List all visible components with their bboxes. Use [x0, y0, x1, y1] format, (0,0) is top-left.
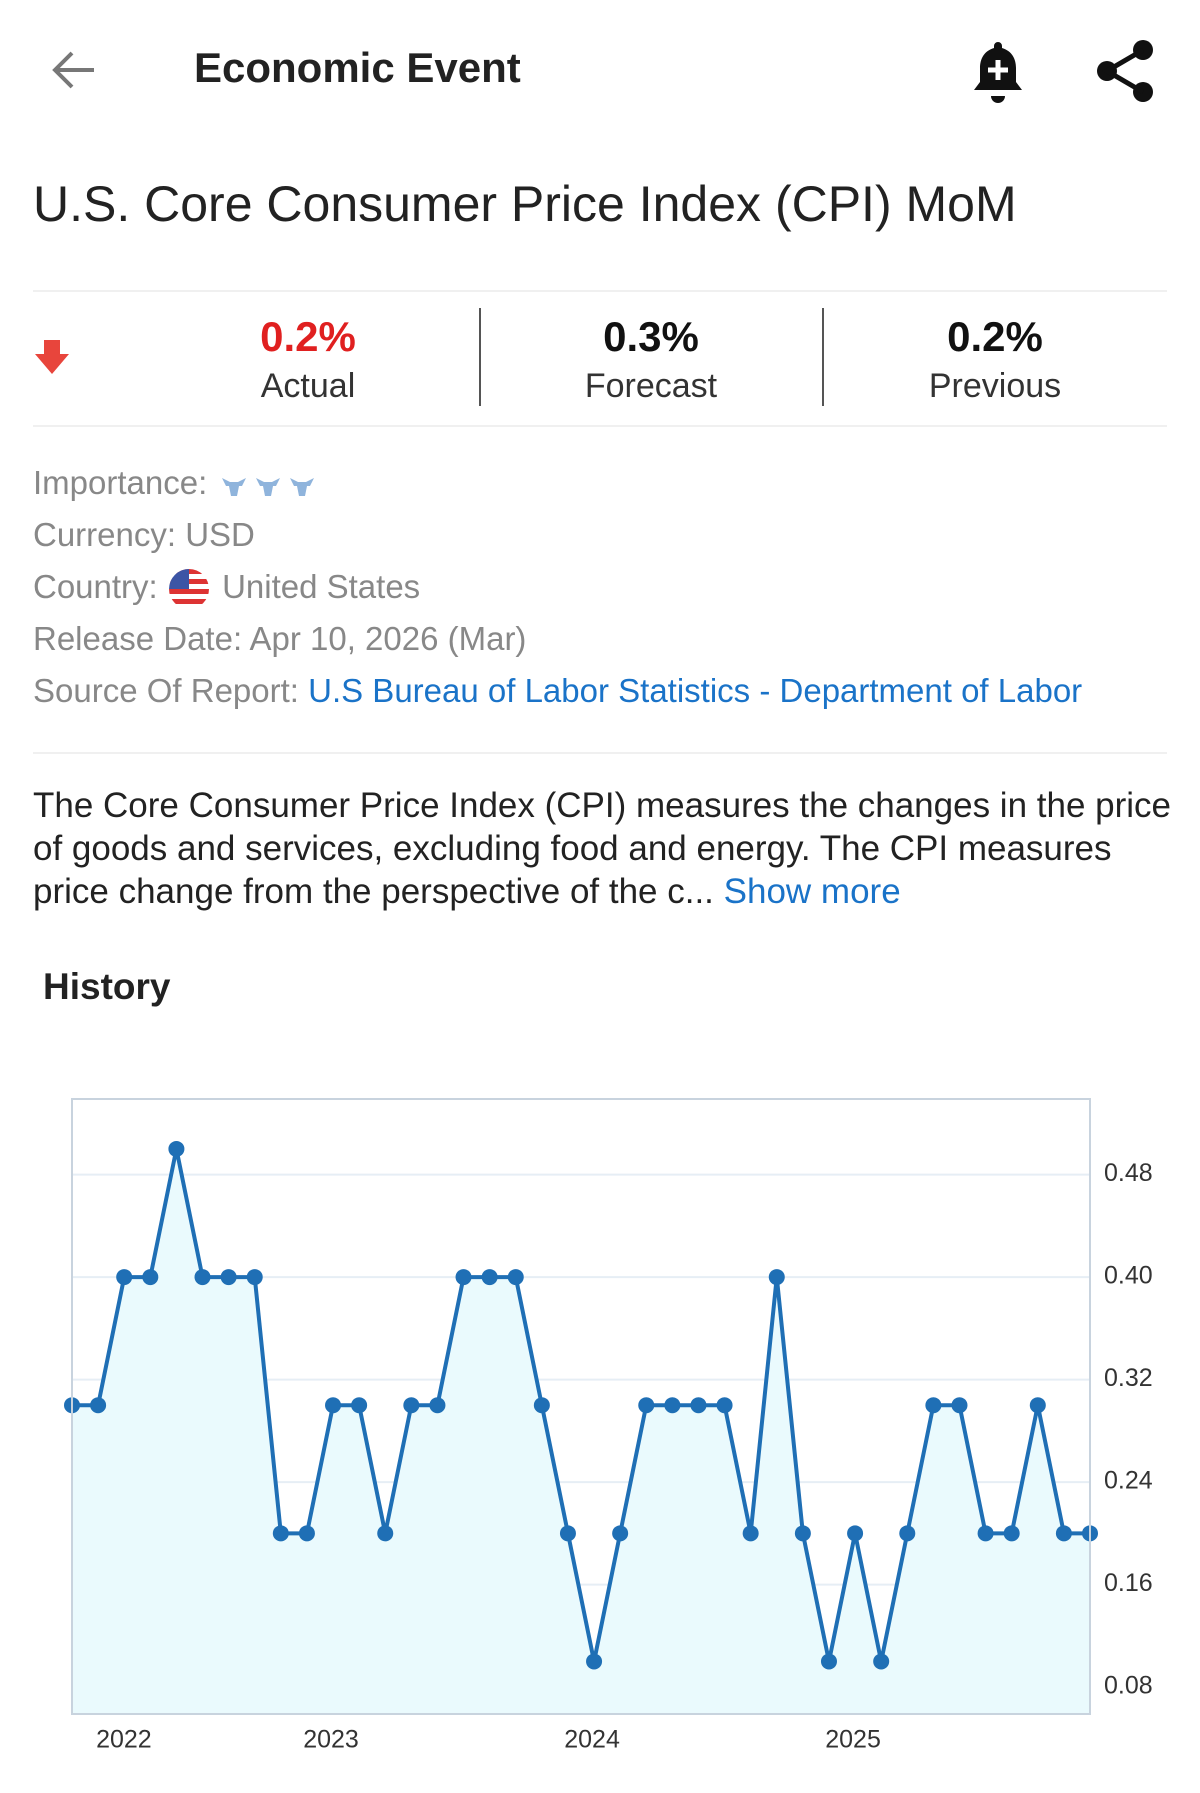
- chart: 0.08 0.16 0.24 0.32 0.40 0.48 2022 2023 2024 2025: [64, 1098, 1153, 1754]
- down-arrow: [35, 340, 69, 374]
- source-label: Source Of Report:: [33, 672, 299, 709]
- point: [351, 1397, 368, 1414]
- point: [820, 1653, 837, 1670]
- point: [873, 1653, 890, 1670]
- point: [298, 1525, 315, 1542]
- event-title: U.S. Core Consumer Price Index (CPI) MoM: [33, 176, 1017, 232]
- forecast-value: 0.3%: [603, 313, 699, 360]
- y-tick-label: 0.16: [1104, 1569, 1153, 1597]
- y-tick-label: 0.40: [1104, 1262, 1153, 1290]
- chart-title: History: [43, 966, 171, 1007]
- y-tick-label: 0.48: [1104, 1159, 1153, 1187]
- point: [325, 1397, 342, 1414]
- point: [768, 1269, 785, 1286]
- point: [168, 1140, 185, 1157]
- actual-value: 0.2%: [260, 313, 356, 360]
- show-more[interactable]: Show more: [723, 872, 901, 911]
- x-tick-label: 2022: [96, 1726, 152, 1754]
- header-title: Economic Event: [194, 44, 521, 91]
- forecast-label: Forecast: [584, 367, 718, 405]
- point: [116, 1269, 133, 1286]
- flag-icon: [168, 569, 209, 610]
- point: [690, 1397, 707, 1414]
- point: [794, 1525, 811, 1542]
- alert-button[interactable]: [968, 38, 1028, 108]
- importance-icons: [222, 478, 315, 497]
- country-value: United States: [222, 568, 421, 605]
- point: [1003, 1525, 1020, 1542]
- source-link[interactable]: U.S Bureau of Labor Statistics - Departm…: [308, 672, 1083, 709]
- point: [847, 1525, 864, 1542]
- share-button[interactable]: [1093, 38, 1159, 104]
- divider: [33, 425, 1167, 427]
- point: [1029, 1397, 1046, 1414]
- point: [377, 1525, 394, 1542]
- point: [142, 1269, 159, 1286]
- point: [559, 1525, 576, 1542]
- point: [638, 1397, 655, 1414]
- back-button[interactable]: [50, 48, 98, 92]
- point: [429, 1397, 446, 1414]
- point: [455, 1269, 472, 1286]
- plot-border: [71, 1098, 1091, 1715]
- previous: 0.2% Previous: [845, 313, 1145, 406]
- area: [72, 1148, 1090, 1714]
- point: [481, 1269, 498, 1286]
- line: [72, 1146, 1090, 1664]
- forecast: 0.3% Forecast: [501, 313, 801, 406]
- point: [403, 1397, 420, 1414]
- description: The Core Consumer Price Index (CPI) meas…: [33, 784, 1173, 913]
- previous-value: 0.2%: [947, 313, 1043, 360]
- point: [925, 1397, 942, 1414]
- point: [1055, 1525, 1072, 1542]
- point: [220, 1269, 237, 1286]
- y-tick-label: 0.32: [1104, 1364, 1153, 1392]
- point: [194, 1269, 211, 1286]
- point: [507, 1269, 524, 1286]
- x-tick-label: 2024: [564, 1726, 620, 1754]
- point: [977, 1525, 994, 1542]
- actual: 0.2% Actual: [158, 313, 458, 406]
- point: [246, 1269, 263, 1286]
- source: Source Of Report: U.S Bureau of Labor St…: [33, 672, 1082, 710]
- point: [586, 1653, 603, 1670]
- point: [664, 1397, 681, 1414]
- description-text: The Core Consumer Price Index (CPI) meas…: [33, 786, 1172, 911]
- divider: [479, 308, 481, 406]
- point: [90, 1397, 107, 1414]
- x-tick-label: 2023: [303, 1726, 359, 1754]
- divider: [33, 290, 1167, 292]
- previous-label: Previous: [928, 367, 1062, 405]
- point: [272, 1525, 289, 1542]
- importance-label: Importance:: [33, 464, 208, 501]
- point: [951, 1397, 968, 1414]
- divider: [33, 752, 1167, 754]
- divider: [822, 308, 824, 406]
- x-tick-label: 2025: [825, 1726, 881, 1754]
- y-tick-label: 0.24: [1104, 1467, 1153, 1495]
- point: [533, 1397, 550, 1414]
- point: [612, 1525, 629, 1542]
- country-label: Country:: [33, 568, 158, 605]
- point: [742, 1525, 759, 1542]
- point: [899, 1525, 916, 1542]
- actual-label: Actual: [260, 367, 356, 405]
- point: [716, 1397, 733, 1414]
- y-tick-label: 0.08: [1104, 1672, 1153, 1700]
- importance: Importance:: [33, 464, 326, 502]
- release-date: Release Date: Apr 10, 2026 (Mar): [33, 620, 527, 657]
- currency: Currency: USD: [33, 516, 255, 553]
- country: Country: United States: [33, 568, 421, 610]
